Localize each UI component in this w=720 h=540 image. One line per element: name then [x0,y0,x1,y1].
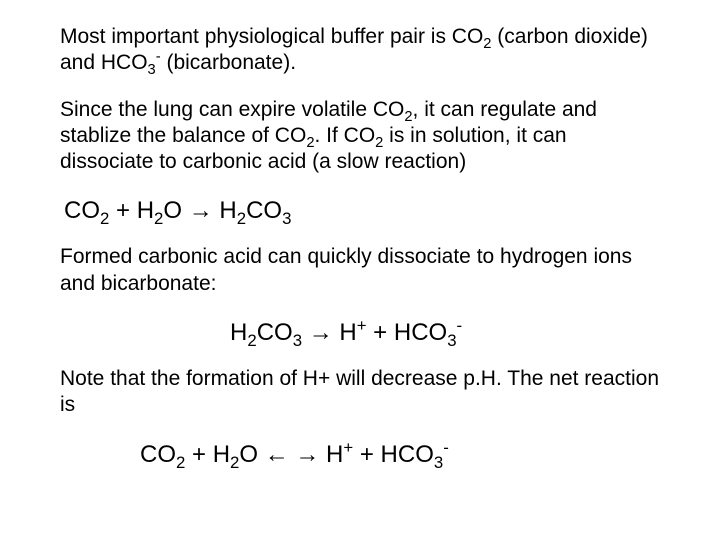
text: + H [109,197,154,224]
text: H [319,441,343,468]
subscript: 3 [447,331,456,350]
paragraph-2: Since the lung can expire volatile CO2, … [60,97,660,176]
paragraph-1: Most important physiological buffer pair… [60,24,660,77]
subscript: 2 [230,452,239,471]
text [289,441,296,468]
subscript: 3 [148,62,156,78]
subscript: 2 [237,209,246,228]
paragraph-3: Formed carbonic acid can quickly dissoci… [60,244,660,297]
subscript: 2 [100,209,109,228]
text: (bicarbonate). [161,51,296,74]
text: + H [185,441,230,468]
equation-2: H2CO3 → H+ + HCO3- [60,317,660,348]
superscript: - [457,316,463,335]
text: + HCO [353,441,434,468]
arrow-left-icon: ← [265,439,289,470]
slide-content: Most important physiological buffer pair… [0,0,720,540]
text: H [333,319,357,346]
arrow-right-icon: → [309,317,333,348]
subscript: 2 [154,209,163,228]
text [302,319,309,346]
text: H [230,319,247,346]
subscript: 3 [282,209,291,228]
text: Most important physiological buffer pair… [60,25,483,48]
arrow-right-icon: → [189,195,213,226]
subscript: 2 [404,109,412,125]
equation-1: CO2 + H2O → H2CO3 [60,195,660,226]
text: O [239,441,264,468]
text: CO [64,197,100,224]
superscript: + [343,438,353,457]
subscript: 3 [293,331,302,350]
superscript: + [357,316,367,335]
arrow-right-icon: → [295,439,319,470]
subscript: 2 [176,452,185,471]
text: CO [246,197,282,224]
paragraph-4: Note that the formation of H+ will decre… [60,366,660,419]
text: CO [257,319,293,346]
subscript: 2 [247,331,256,350]
equation-3: CO2 + H2O ← → H+ + HCO3- [60,439,660,470]
text: Since the lung can expire volatile CO [60,98,404,121]
text: O [163,197,188,224]
superscript: - [443,438,449,457]
text: H [213,197,237,224]
subscript: 3 [434,452,443,471]
text: CO [140,441,176,468]
text: . If CO [314,124,375,147]
text: + HCO [367,319,448,346]
